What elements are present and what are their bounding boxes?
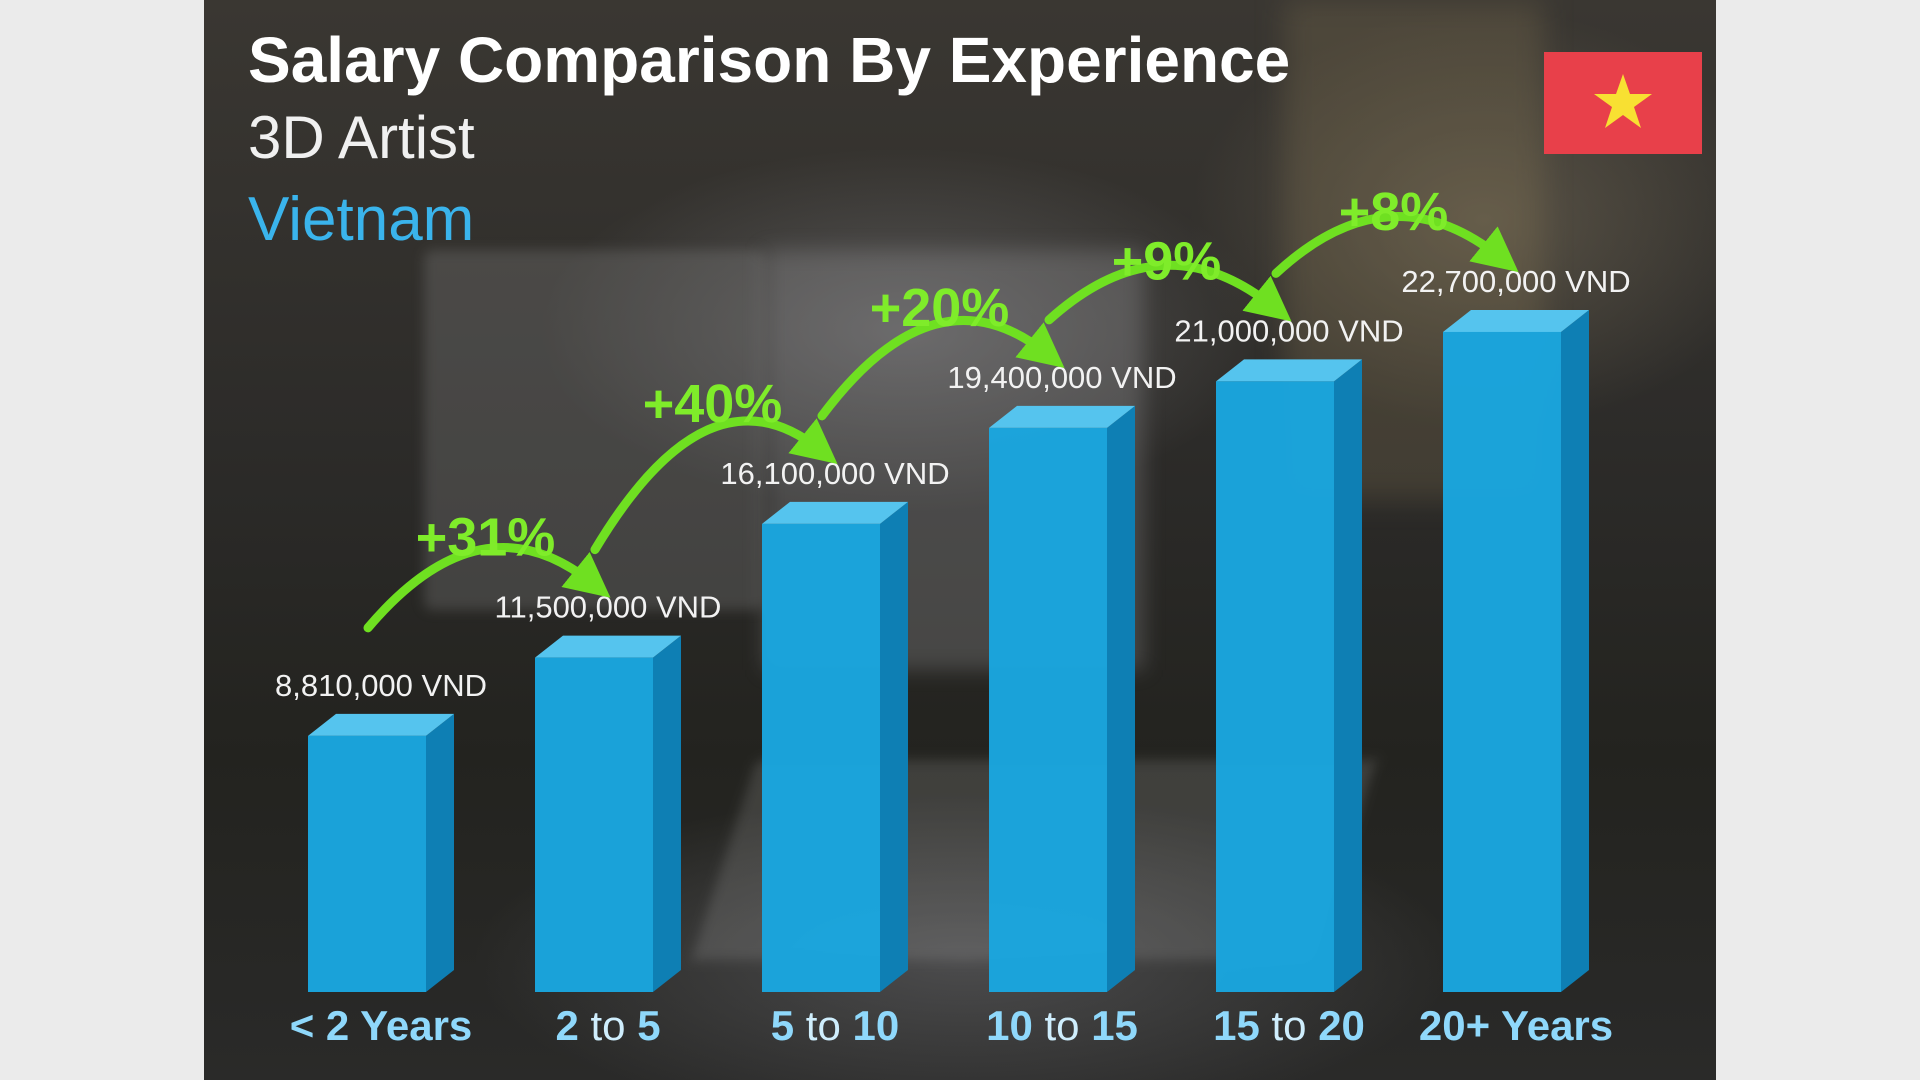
percent-increase-label: +31% bbox=[416, 508, 556, 568]
percent-increase-label: +9% bbox=[1112, 231, 1222, 291]
bar-side bbox=[880, 501, 908, 992]
chart-region: Vietnam bbox=[248, 185, 474, 254]
bar-side bbox=[1334, 359, 1362, 992]
bar bbox=[989, 427, 1107, 992]
category-label: 20+ Years bbox=[1419, 1002, 1613, 1049]
increase-arrow bbox=[1271, 212, 1519, 278]
bar-side bbox=[653, 635, 681, 992]
bar-top bbox=[989, 405, 1135, 428]
category-label: 2 to 5 bbox=[555, 1002, 660, 1049]
value-label: 19,400,000 VND bbox=[947, 360, 1176, 395]
increase-arrow bbox=[817, 316, 1065, 421]
bar-side bbox=[1561, 309, 1589, 992]
value-label: 8,810,000 VND bbox=[275, 668, 487, 703]
bar-top bbox=[762, 501, 908, 524]
bar-top bbox=[1216, 359, 1362, 382]
bar-side bbox=[1107, 405, 1135, 992]
value-label: 22,700,000 VND bbox=[1401, 264, 1630, 299]
value-label: 16,100,000 VND bbox=[720, 456, 949, 491]
bar-top bbox=[1443, 309, 1589, 332]
value-label: 11,500,000 VND bbox=[495, 590, 722, 625]
bar bbox=[535, 657, 653, 992]
increase-arrow bbox=[590, 416, 838, 555]
increase-arrow bbox=[363, 543, 611, 633]
percent-increase-label: +40% bbox=[643, 374, 783, 434]
chart-card: Salary Comparison By Experience 3D Artist… bbox=[204, 0, 1716, 1080]
bar bbox=[1443, 331, 1561, 992]
chart-subtitle: 3D Artist bbox=[248, 104, 475, 171]
category-label: < 2 Years bbox=[290, 1002, 473, 1049]
bar bbox=[1216, 381, 1334, 992]
bar-top bbox=[535, 635, 681, 658]
salary-bar-chart: Salary Comparison By Experience 3D Artist… bbox=[248, 24, 1631, 1049]
percent-increase-label: +20% bbox=[870, 278, 1010, 338]
chart-title: Salary Comparison By Experience bbox=[248, 24, 1290, 96]
bar-side bbox=[426, 713, 454, 992]
bar bbox=[762, 523, 880, 992]
increase-arrow bbox=[1044, 260, 1292, 325]
category-label: 5 to 10 bbox=[771, 1002, 899, 1049]
vietnam-flag bbox=[1544, 52, 1702, 154]
flag-star-icon bbox=[1594, 74, 1652, 128]
bar-top bbox=[308, 713, 454, 736]
category-label: 10 to 15 bbox=[986, 1002, 1138, 1049]
value-label: 21,000,000 VND bbox=[1174, 313, 1403, 348]
percent-increase-label: +8% bbox=[1339, 182, 1449, 242]
category-label: 15 to 20 bbox=[1213, 1002, 1365, 1049]
bar bbox=[308, 735, 426, 992]
